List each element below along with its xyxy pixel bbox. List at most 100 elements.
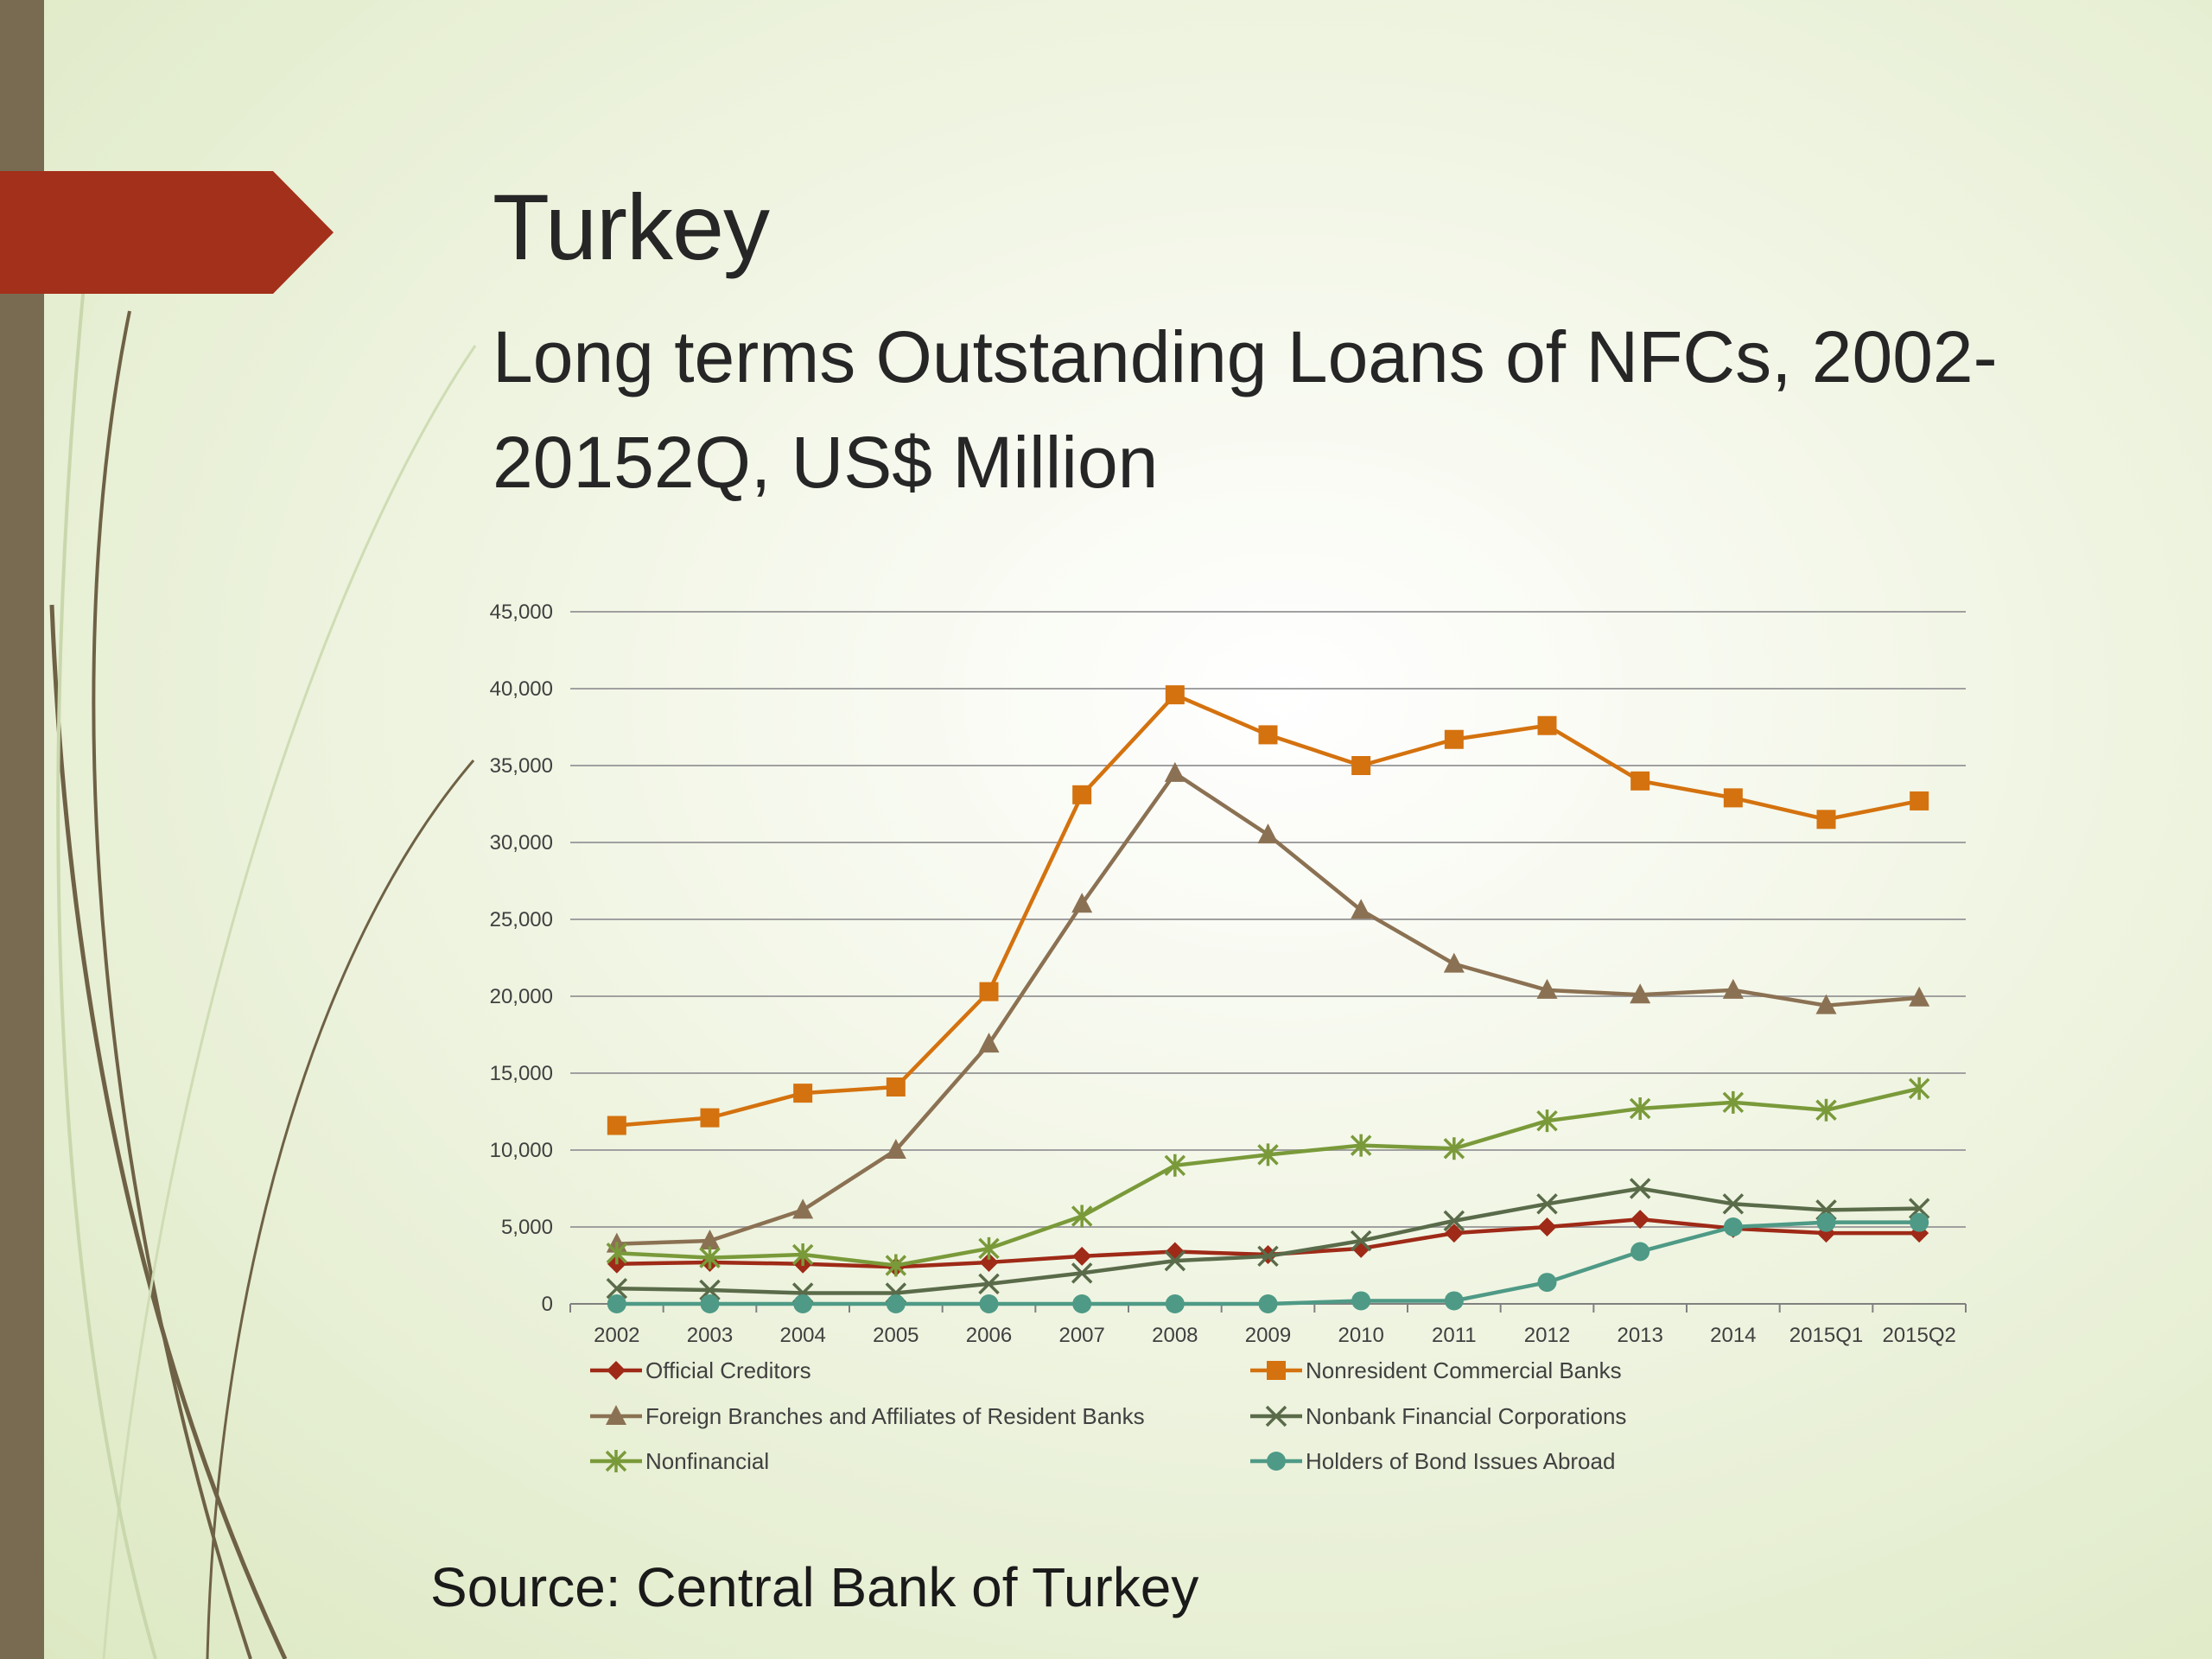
data-point	[1257, 1143, 1279, 1166]
data-point	[607, 1116, 626, 1135]
data-point	[699, 1246, 721, 1269]
data-point	[1350, 1230, 1372, 1252]
y-tick-label: 30,000	[490, 831, 553, 855]
legend-item: Holders of Bond Issues Abroad	[1250, 1448, 1615, 1474]
data-point	[978, 1033, 1000, 1053]
data-point	[1910, 1212, 1929, 1232]
data-point	[1257, 823, 1279, 844]
data-point	[1443, 1210, 1465, 1232]
data-point	[793, 1294, 813, 1313]
data-point	[1722, 1193, 1745, 1215]
data-point	[1536, 1193, 1558, 1215]
data-point	[1444, 1291, 1464, 1311]
data-point	[1910, 791, 1929, 810]
data-point	[1722, 1090, 1745, 1114]
data-point	[1267, 1361, 1286, 1380]
data-point	[1537, 1217, 1557, 1236]
data-point	[1536, 978, 1558, 999]
x-tick-label: 2010	[1338, 1324, 1383, 1347]
series-line	[616, 771, 1920, 1246]
data-point	[1630, 1210, 1650, 1230]
legend-item: Official Creditors	[590, 1357, 811, 1383]
x-tick-label: 2006	[966, 1324, 1012, 1347]
data-point	[979, 982, 999, 1001]
series	[606, 1077, 1930, 1277]
legend-item: Nonbank Financial Corporations	[1250, 1403, 1626, 1429]
data-point	[1722, 978, 1744, 999]
decorative-curves	[49, 258, 477, 1659]
y-tick-label: 20,000	[490, 985, 553, 1008]
x-tick-label: 2009	[1245, 1324, 1291, 1347]
legend-item: Nonfinancial	[590, 1448, 769, 1474]
data-point	[1267, 1452, 1286, 1471]
data-point	[978, 1236, 1000, 1260]
series	[607, 685, 1929, 1135]
data-point	[791, 1243, 814, 1267]
data-point	[606, 1242, 628, 1265]
data-point	[1908, 1077, 1930, 1100]
data-point	[1444, 729, 1464, 749]
data-point	[1165, 1294, 1185, 1313]
series	[606, 761, 1930, 1253]
data-point	[1629, 1178, 1651, 1199]
x-tick-label: 2013	[1617, 1324, 1662, 1347]
legend-label: Holders of Bond Issues Abroad	[1306, 1448, 1615, 1474]
data-point	[1257, 1245, 1279, 1268]
x-tick-label: 2007	[1058, 1324, 1104, 1347]
data-point	[1072, 1294, 1092, 1313]
slide-subtitle: Long terms Outstanding Loans of NFCs, 20…	[493, 316, 1998, 503]
data-point	[607, 1361, 626, 1380]
x-tick-label: 2003	[687, 1324, 733, 1347]
data-point	[792, 1198, 814, 1219]
data-point	[978, 1273, 1000, 1295]
data-point	[1351, 1291, 1371, 1311]
data-point	[1815, 1098, 1837, 1122]
data-point	[886, 1294, 906, 1313]
data-point	[1164, 1249, 1186, 1272]
y-tick-label: 35,000	[490, 754, 553, 778]
data-point	[1071, 1205, 1093, 1228]
x-tick-label: 2015Q2	[1882, 1324, 1955, 1347]
x-tick-label: 2008	[1152, 1324, 1198, 1347]
data-point	[1537, 715, 1557, 735]
x-tick-label: 2002	[594, 1324, 639, 1347]
legend-label: Nonresident Commercial Banks	[1306, 1357, 1622, 1383]
data-point	[1443, 952, 1465, 973]
data-point	[1630, 1242, 1650, 1262]
x-tick-label: 2012	[1524, 1324, 1570, 1347]
data-point	[1265, 1405, 1287, 1427]
data-point	[1536, 1109, 1558, 1133]
legend-item: Nonresident Commercial Banks	[1250, 1357, 1622, 1383]
series	[606, 1178, 1930, 1304]
series	[607, 1212, 1929, 1313]
data-point	[1630, 771, 1650, 791]
data-point	[1164, 1154, 1186, 1177]
data-point	[1351, 756, 1371, 775]
legend-label: Foreign Branches and Affiliates of Resid…	[645, 1403, 1145, 1429]
data-point	[1351, 899, 1372, 919]
data-point	[1629, 1096, 1651, 1120]
data-point	[1444, 1224, 1464, 1243]
series-line	[616, 1086, 1920, 1268]
y-tick-label: 45,000	[490, 601, 553, 624]
data-point	[1816, 810, 1836, 830]
data-point	[793, 1084, 813, 1103]
accent-arrow-shape	[0, 171, 334, 294]
data-point	[1071, 893, 1093, 913]
data-point	[979, 1252, 999, 1272]
data-point	[699, 1279, 721, 1301]
y-tick-label: 15,000	[490, 1062, 553, 1085]
x-tick-label: 2015Q1	[1789, 1324, 1863, 1347]
data-point	[700, 1108, 720, 1128]
y-tick-label: 10,000	[490, 1139, 553, 1162]
data-point	[1723, 1217, 1743, 1236]
x-tick-label: 2014	[1710, 1324, 1756, 1347]
data-point	[606, 1405, 626, 1425]
data-point	[1537, 1273, 1557, 1293]
data-point	[1908, 1198, 1930, 1219]
x-tick-label: 2011	[1432, 1324, 1477, 1347]
y-tick-label: 5,000	[501, 1216, 553, 1239]
data-point	[1909, 986, 1930, 1007]
x-tick-label: 2004	[779, 1324, 825, 1347]
